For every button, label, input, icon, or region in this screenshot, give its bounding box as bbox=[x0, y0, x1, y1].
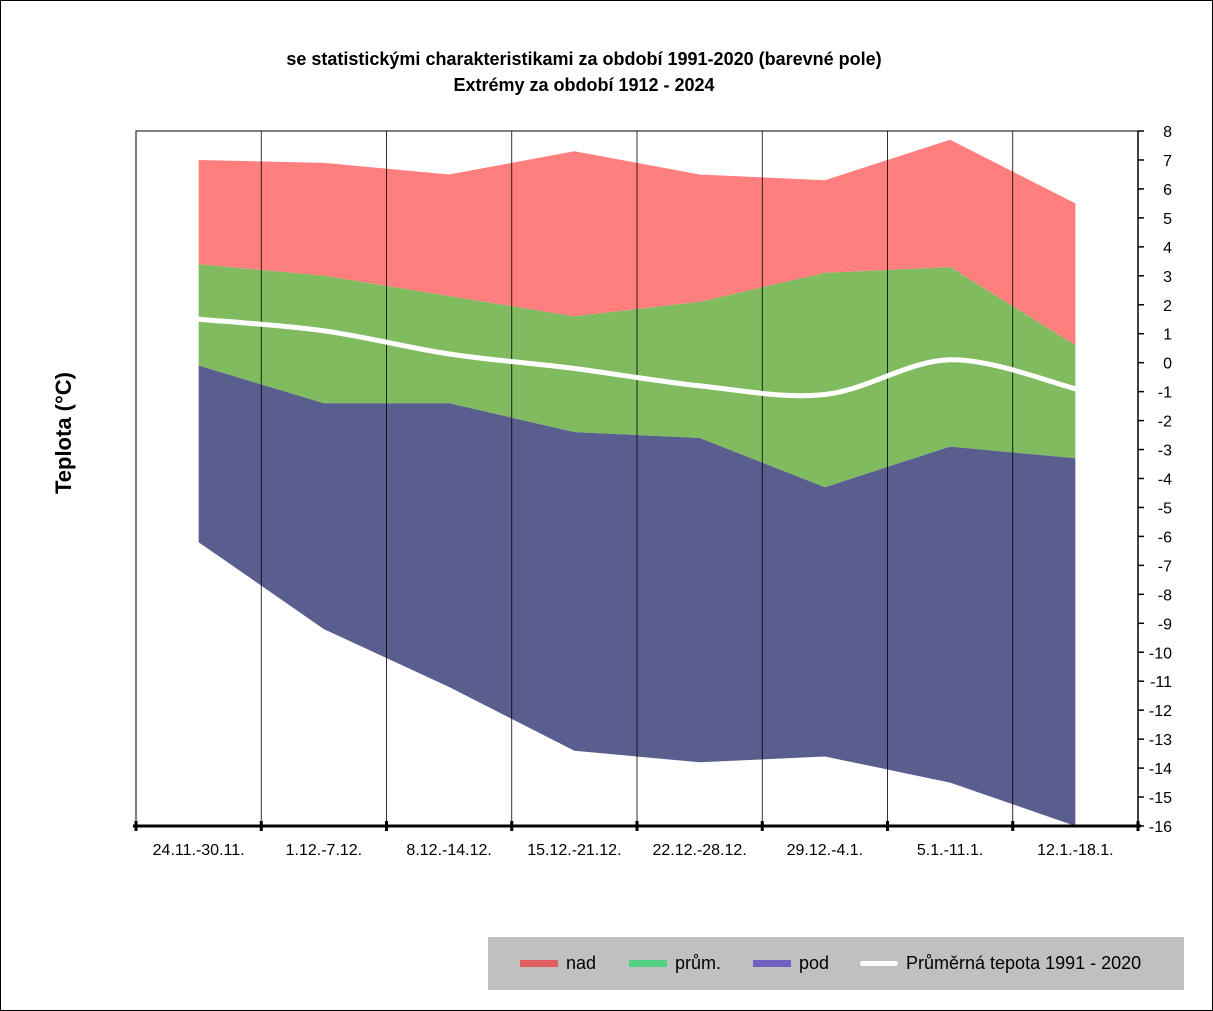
y-tick-label-4: 4 bbox=[1163, 240, 1172, 257]
mean-point-5 bbox=[822, 392, 828, 398]
mean-point-2 bbox=[446, 351, 452, 357]
chart-title: se statistickými charakteristikami za ob… bbox=[286, 49, 881, 95]
mean-point-4 bbox=[697, 383, 703, 389]
y-tick-label-7: 1 bbox=[1163, 327, 1172, 344]
x-tick-label-3: 15.12.-21.12. bbox=[527, 842, 621, 859]
x-tick-label-1: 1.12.-7.12. bbox=[286, 842, 363, 859]
mean-point-0 bbox=[196, 316, 202, 322]
y-tick-label-3: 5 bbox=[1163, 211, 1172, 228]
y-tick-label-8: 0 bbox=[1163, 356, 1172, 373]
legend-label-mean: Průměrná tepota 1991 - 2020 bbox=[906, 953, 1142, 973]
y-tick-label-2: 6 bbox=[1163, 182, 1172, 199]
plot-area: 8 7 6 5 4 3 2 1 0 -1 -2 -3 -4 -5 -6 -7 -8 -9 -10 -11 -12 -13 -… bbox=[133, 124, 1172, 859]
x-tick-label-6: 5.1.-11.1. bbox=[917, 842, 983, 859]
legend-swatch-nad bbox=[520, 960, 558, 967]
legend-swatch-prum bbox=[629, 960, 667, 967]
y-tick-label-19: -11 bbox=[1150, 674, 1172, 691]
y-tick-label-22: -14 bbox=[1149, 761, 1172, 778]
mean-point-1 bbox=[321, 328, 327, 334]
legend-item-mean: Průměrná tepota 1991 - 2020 bbox=[860, 937, 1141, 990]
x-tick-label-5: 29.12.-4.1. bbox=[787, 842, 864, 859]
x-tick-label-0: 24.11.-30.11. bbox=[153, 842, 245, 859]
legend-swatch-pod bbox=[753, 960, 791, 967]
legend: nad prům. pod Průměrná tepota 1991 - 202… bbox=[488, 937, 1184, 990]
y-tick-label-18: -10 bbox=[1149, 645, 1172, 662]
x-tick-label-2: 8.12.-14.12. bbox=[406, 842, 491, 859]
y-tick-label-10: -2 bbox=[1158, 414, 1172, 431]
x-tick-label-4: 22.12.-28.12. bbox=[652, 842, 746, 859]
mean-point-6 bbox=[947, 357, 953, 363]
legend-item-prum: prům. bbox=[629, 937, 721, 990]
legend-label-nad: nad bbox=[566, 953, 597, 973]
y-tick-label-21: -13 bbox=[1149, 732, 1172, 749]
y-tick-label-6: 2 bbox=[1163, 298, 1172, 315]
legend-label-prum: prům. bbox=[675, 953, 722, 973]
chart-title-line-1: se statistickými charakteristikami za ob… bbox=[286, 49, 881, 69]
y-tick-label-5: 3 bbox=[1163, 269, 1172, 286]
y-tick-label-0: 8 bbox=[1163, 124, 1172, 141]
y-tick-label-14: -6 bbox=[1158, 529, 1172, 546]
y-tick-label-17: -9 bbox=[1158, 616, 1172, 633]
mean-point-7 bbox=[1072, 386, 1078, 392]
y-tick-label-11: -3 bbox=[1158, 443, 1172, 460]
y-tick-label-9: -1 bbox=[1158, 385, 1172, 402]
y-tick-label-13: -5 bbox=[1158, 500, 1172, 517]
y-axis-label: Teplota (°C) bbox=[51, 372, 76, 494]
y-tick-label-15: -7 bbox=[1158, 558, 1172, 575]
y-tick-label-23: -15 bbox=[1149, 790, 1172, 807]
y-tick-label-12: -4 bbox=[1158, 472, 1172, 489]
y-tick-label-1: 7 bbox=[1163, 153, 1172, 170]
legend-swatch-mean bbox=[860, 961, 898, 966]
mean-temperature-line bbox=[196, 316, 1078, 399]
x-tick-label-7: 12.1.-18.1. bbox=[1037, 842, 1114, 859]
chart-title-line-2: Extrémy za období 1912 - 2024 bbox=[453, 75, 714, 95]
y-tick-label-16: -8 bbox=[1158, 587, 1172, 604]
legend-label-pod: pod bbox=[799, 953, 830, 973]
y-tick-label-20: -12 bbox=[1149, 703, 1172, 720]
legend-item-pod: pod bbox=[753, 937, 829, 990]
y-tick-label-24: -16 bbox=[1149, 819, 1172, 836]
legend-item-nad: nad bbox=[520, 937, 596, 990]
mean-point-3 bbox=[571, 365, 577, 371]
